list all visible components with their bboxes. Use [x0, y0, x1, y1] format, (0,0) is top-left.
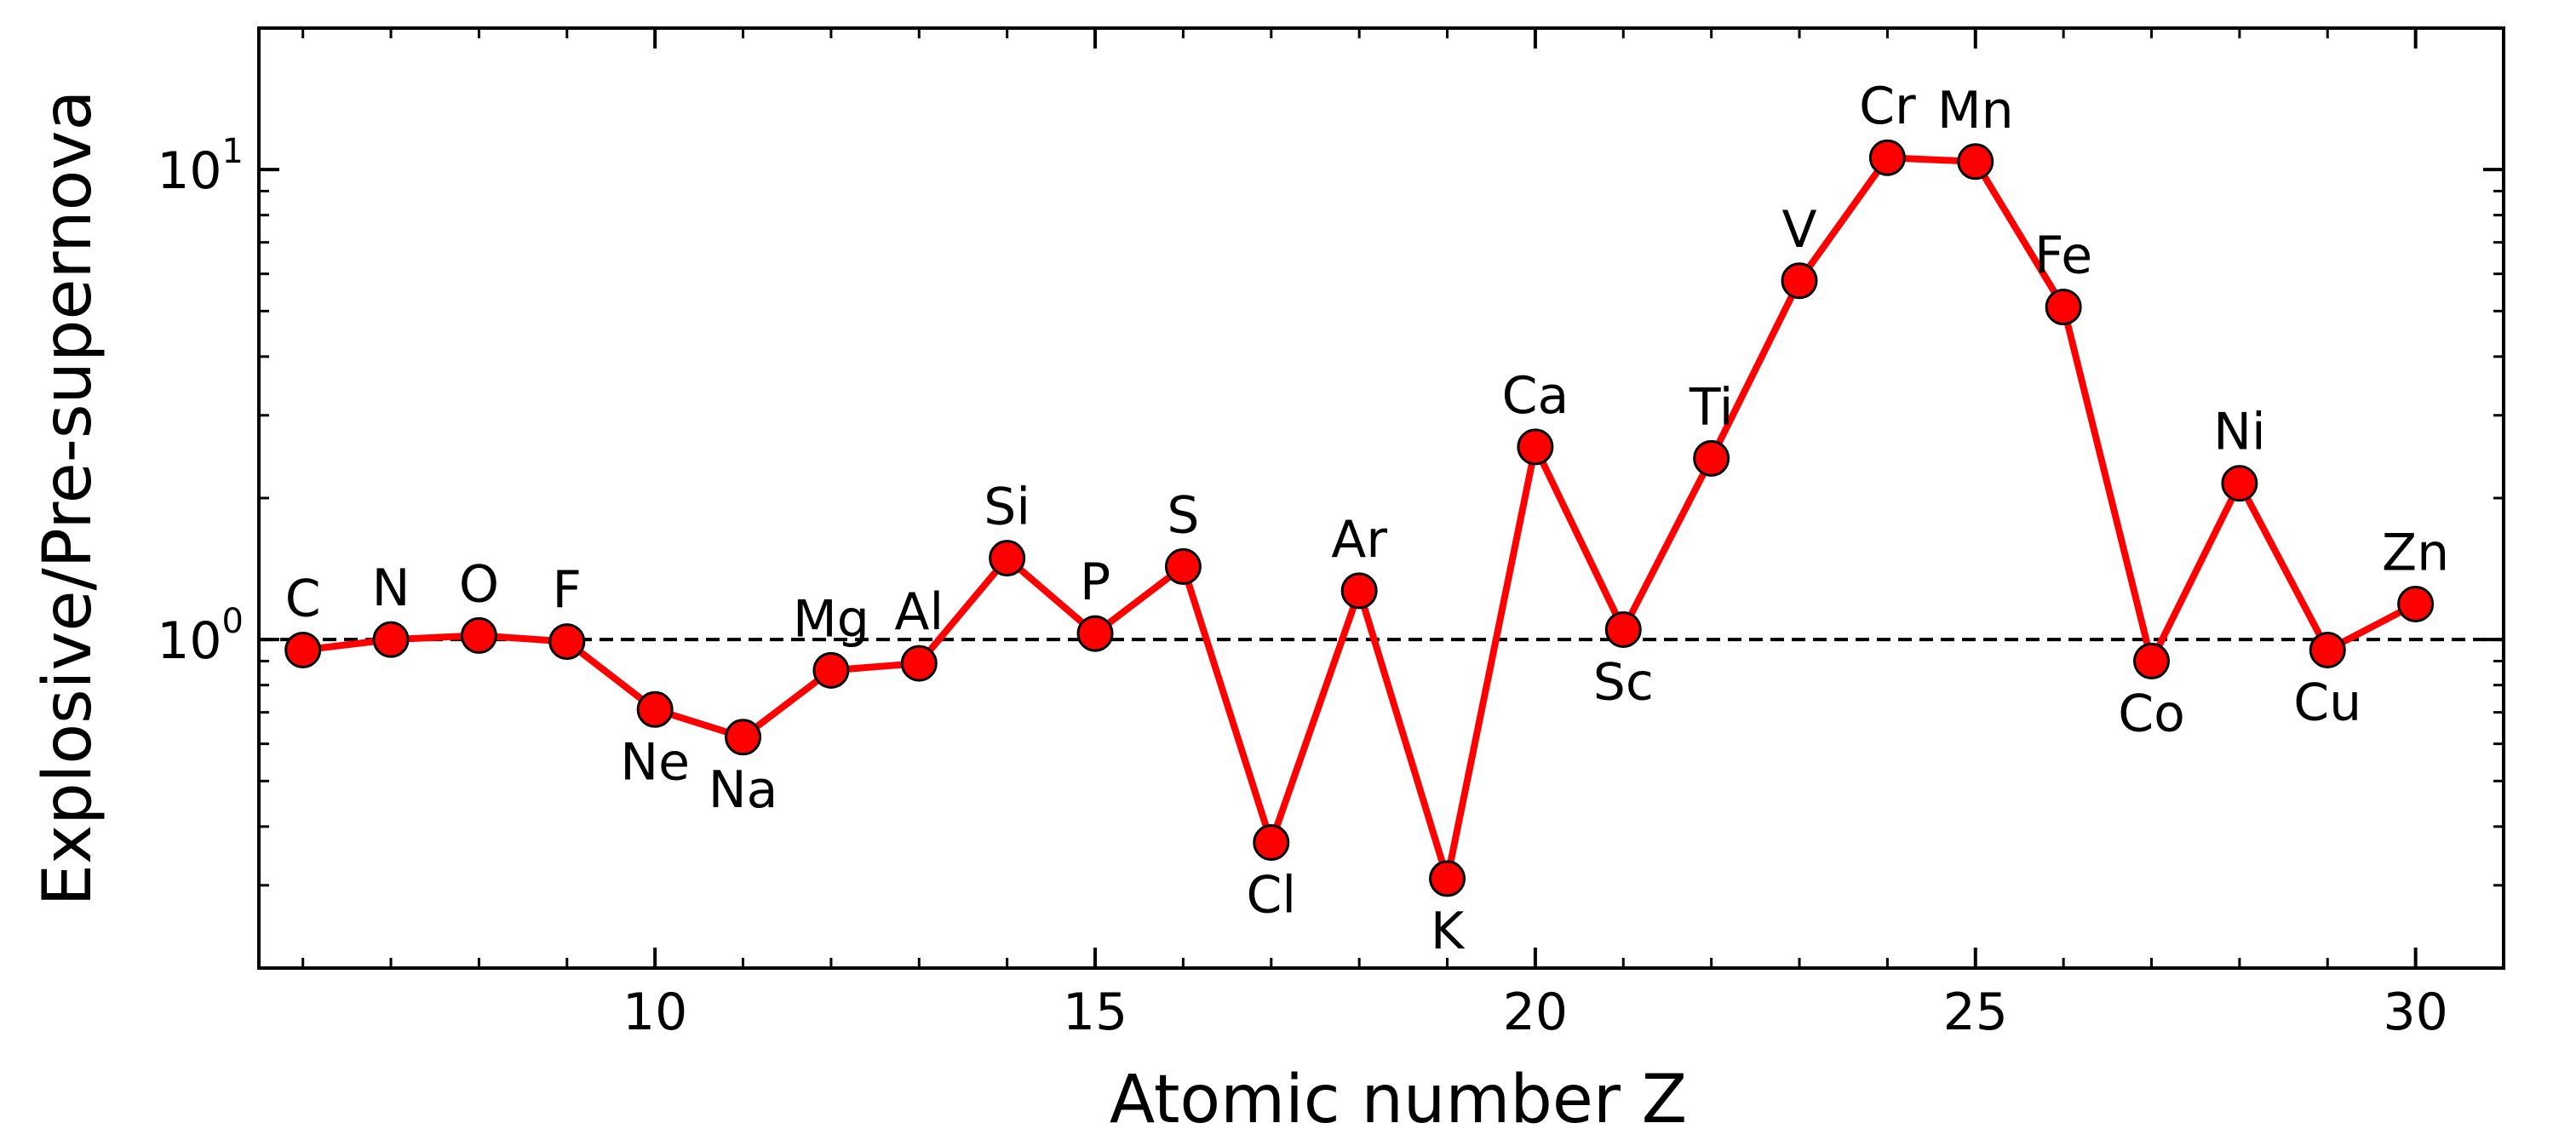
point-label-v: V — [1781, 200, 1816, 260]
point-label-ne: Ne — [620, 732, 690, 792]
marker-na — [725, 719, 762, 756]
marker-p — [1076, 615, 1114, 652]
marker-co — [2133, 642, 2171, 679]
marker-o — [460, 616, 497, 654]
x-tick-label: 20 — [1503, 983, 1568, 1042]
point-label-s: S — [1167, 485, 1199, 545]
point-label-f: F — [553, 561, 582, 621]
point-label-co: Co — [2118, 684, 2185, 743]
marker-mn — [1957, 143, 1994, 180]
marker-n — [372, 621, 410, 658]
point-label-ti: Ti — [1689, 377, 1733, 437]
x-tick-labels: 10 15 20 25 30 — [622, 983, 2448, 1042]
marker-cl — [1253, 824, 1290, 862]
major-ticks — [259, 28, 2504, 968]
point-labels: C N O F Ne Na Mg Al Si PS Cl Ar K Ca Sc Ti V Cr Mn Fe Co Ni Cu… — [285, 77, 2449, 961]
marker-ni — [2221, 465, 2258, 502]
point-label-o: O — [459, 554, 499, 614]
marker-ti — [1693, 439, 1730, 477]
marker-k — [1429, 860, 1466, 897]
point-label-cu: Cu — [2293, 673, 2361, 732]
markers — [284, 139, 2435, 897]
point-label-fe: Fe — [2034, 226, 2092, 286]
marker-ca — [1517, 428, 1554, 466]
y-axis-label: Explosive/Pre-supernova — [30, 90, 106, 907]
point-label-cl: Cl — [1246, 866, 1296, 925]
minor-ticks — [259, 26, 2505, 970]
y-tick-label: 101 — [157, 132, 244, 201]
marker-v — [1781, 262, 1818, 300]
marker-sc — [1604, 610, 1642, 648]
marker-cr — [1868, 139, 1906, 176]
marker-f — [548, 623, 586, 661]
x-tick-label: 25 — [1943, 983, 2008, 1042]
point-label-k: K — [1431, 902, 1466, 961]
marker-al — [900, 645, 938, 682]
point-label-ar: Ar — [1331, 510, 1387, 570]
marker-ar — [1340, 572, 1378, 610]
point-label-ca: Ca — [1502, 366, 1569, 426]
y-tick-label: 100 — [157, 602, 244, 671]
x-tick-label: 30 — [2383, 983, 2447, 1042]
marker-ne — [636, 690, 674, 728]
point-label-mn: Mn — [1937, 81, 2014, 140]
point-label-zn: Zn — [2382, 523, 2449, 582]
point-label-si: Si — [984, 478, 1030, 537]
marker-mg — [812, 651, 850, 689]
point-label-p: P — [1080, 553, 1110, 612]
point-label-c: C — [285, 569, 321, 628]
x-tick-label: 10 — [622, 983, 687, 1042]
point-label-al: Al — [894, 582, 944, 642]
point-label-na: Na — [709, 760, 778, 820]
y-tick-labels: 100 101 — [157, 132, 244, 671]
marker-c — [284, 631, 322, 668]
marker-fe — [2045, 289, 2082, 326]
x-tick-label: 15 — [1063, 983, 1127, 1042]
x-axis-label: Atomic number Z — [1110, 1062, 1687, 1138]
point-label-sc: Sc — [1593, 652, 1654, 712]
point-label-ni: Ni — [2213, 403, 2266, 462]
marker-zn — [2397, 585, 2435, 622]
point-label-n: N — [372, 559, 410, 618]
point-label-cr: Cr — [1859, 77, 1916, 136]
marker-cu — [2309, 631, 2346, 668]
point-label-mg: Mg — [793, 589, 869, 649]
marker-si — [989, 540, 1026, 577]
marker-s — [1164, 547, 1202, 585]
plot-frame — [257, 26, 2505, 970]
